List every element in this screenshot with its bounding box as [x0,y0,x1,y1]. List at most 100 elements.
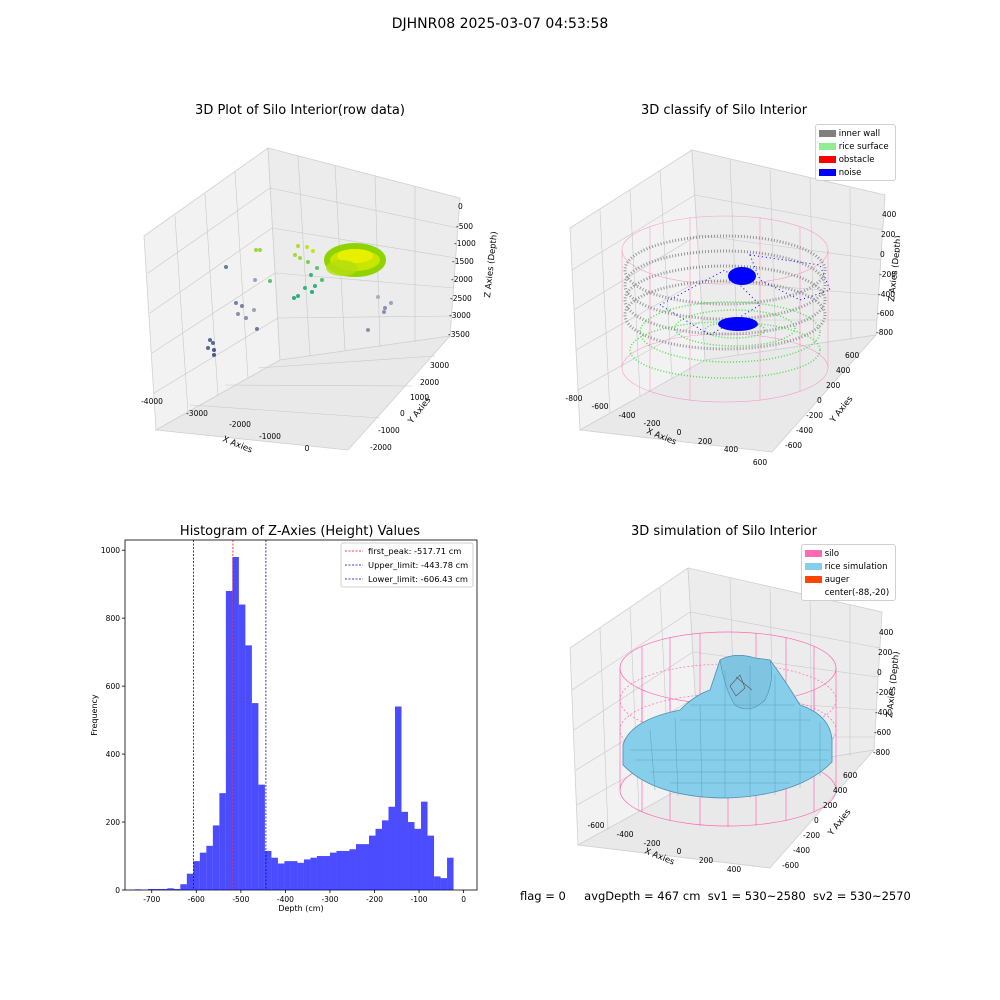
histogram-bar [206,845,213,890]
histogram-legend: first_peak: -517.71 cm Upper_limit: -443… [340,542,474,588]
legend-item: center(-88,-20) [805,588,889,598]
y-tick-label: 1000 [101,546,120,555]
svg-text:-1500: -1500 [452,257,474,266]
svg-text:-3500: -3500 [448,330,470,339]
histogram-bar [258,784,265,890]
svg-text:200: 200 [881,230,896,239]
status-footer: flag = 0 avgDepth = 467 cm sv1 = 530~258… [520,889,911,903]
histogram-bar [147,888,155,890]
legend-label: first_peak: -517.71 cm [368,546,461,556]
x-tick-labels: -700 -600 -500 -400 -300 -200 -100 0 [143,890,466,904]
legend-swatch-silo [805,550,822,557]
rice-simulation-surface [622,655,833,799]
svg-text:200: 200 [878,648,893,657]
histogram-bar [277,863,285,890]
legend-label: Lower_limit: -606.43 cm [368,574,468,584]
svg-text:400: 400 [833,786,848,795]
silo-outline [621,215,829,403]
svg-text:0: 0 [677,847,682,856]
histogram-bar [316,856,324,890]
histogram-bar [251,703,259,890]
svg-text:200: 200 [826,381,841,390]
histogram-bar [395,706,402,890]
svg-text:-200: -200 [803,831,820,840]
histogram-bar [225,590,233,890]
legend-item: noise [819,168,861,178]
histogram-bar [284,861,291,890]
sv2-text: sv2 = 530~2570 [812,889,911,903]
histogram-bar [180,884,187,890]
svg-text:-600: -600 [785,441,802,450]
x-tick-label: 0 [461,895,466,904]
svg-text:600: 600 [753,458,768,467]
histogram-bar [414,828,422,890]
svg-text:400: 400 [836,366,851,375]
legend-item: obstacle [819,155,875,165]
legend-item: silo [805,549,839,559]
y-axis-label: Y Axies [828,394,856,426]
axis-tick-labels: -4000 -3000 -2000 -1000 0 -2000 -1000 0 … [141,202,476,453]
panel-title-classify: 3D classify of Silo Interior [640,103,808,118]
y-axis-label: Frequency [90,694,99,736]
histogram-bars [134,556,454,890]
svg-text:0: 0 [458,202,463,211]
svg-text:-600: -600 [587,821,604,830]
x-tick-label: -300 [321,895,338,904]
y-tick-label: 600 [106,682,121,691]
svg-text:-400: -400 [618,411,635,420]
legend-swatch-center [805,589,822,596]
histogram-bar [342,850,350,890]
svg-text:0: 0 [877,668,882,677]
x-tick-label: -700 [143,895,160,904]
x-tick-label: -400 [277,895,294,904]
svg-text:-200: -200 [806,411,823,420]
grid-lines [147,155,459,419]
svg-text:0: 0 [400,409,405,418]
histogram-bar [297,862,304,890]
histogram-bar [310,857,317,890]
svg-text:-800: -800 [873,748,890,757]
legend-label: center(-88,-20) [824,588,890,598]
svg-text:-600: -600 [591,402,608,411]
z-axis-label: Z Axies (Depth) [483,231,500,298]
svg-text:-400: -400 [875,708,892,717]
svg-text:-800: -800 [565,394,582,403]
svg-text:-2000: -2000 [370,443,392,452]
svg-text:-600: -600 [877,309,894,318]
legend-item: rice surface [819,142,889,152]
legend-swatch-auger [805,576,822,583]
x-tick-label: -600 [188,895,205,904]
histogram-bar [303,859,311,890]
svg-text:400: 400 [882,210,897,219]
simulation-legend: silo rice simulation auger center(-88,-2… [801,544,896,601]
histogram-bar [264,850,272,890]
x-axis-label: Depth (cm) [278,904,323,913]
rice-surface-points [629,301,821,379]
avg-depth-text: avgDepth = 467 cm [584,889,701,903]
svg-text:-3000: -3000 [186,409,208,418]
histogram-title: Histogram of Z-Axies (Height) Values [179,524,421,539]
y-tick-labels: 0 200 400 600 800 1000 [101,546,125,895]
histogram-bar [232,556,239,890]
svg-text:3000: 3000 [430,361,449,370]
svg-text:-2000: -2000 [229,420,251,429]
svg-text:-400: -400 [796,426,813,435]
y-axis-label: Y Axies [826,807,854,839]
histogram-bar [271,857,278,890]
svg-text:-600: -600 [874,728,891,737]
legend-label: inner wall [838,129,881,139]
svg-text:2000: 2000 [420,378,439,387]
svg-text:-3000: -3000 [449,311,471,320]
histogram-bar [238,604,246,890]
legend-item: rice simulation [805,562,887,572]
histogram-bar [134,889,142,890]
histogram-bar [408,822,415,890]
svg-text:0: 0 [817,396,822,405]
svg-text:-200: -200 [643,839,660,848]
reference-lines [193,540,267,890]
svg-text:-1000: -1000 [259,432,281,441]
classify-3d-plot: -800 -600 -400 -200 0 200 400 600 -600 -… [565,149,900,467]
panel-title-raw-data: 3D Plot of Silo Interior(row data) [195,103,405,118]
histogram-bar [362,844,369,890]
svg-text:-600: -600 [782,861,799,870]
